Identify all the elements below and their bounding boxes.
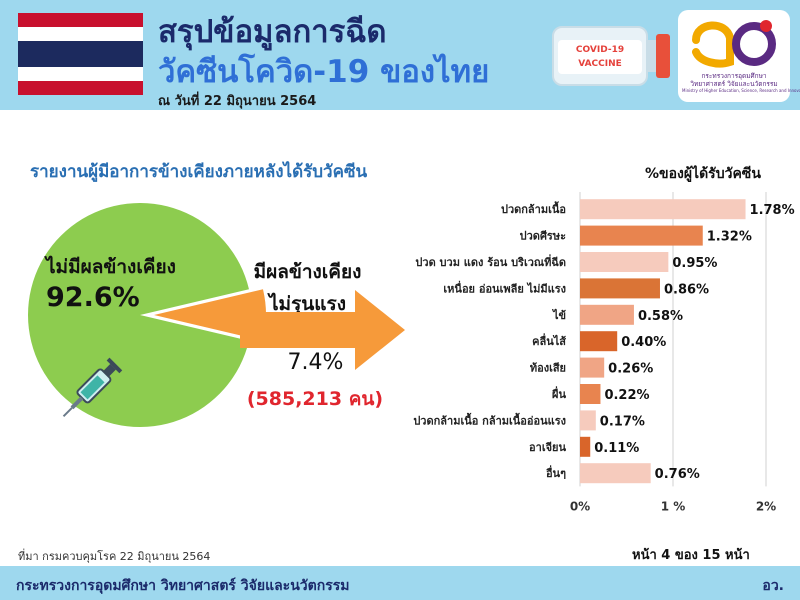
bar: [580, 304, 634, 325]
logo-text-line2: วิทยาศาสตร์ วิจัยและนวัตกรรม: [690, 80, 778, 88]
data-label: 0.22%: [604, 388, 649, 403]
side-effect-pie-chart: [28, 203, 266, 427]
pie-slice-no-side-effect: [28, 203, 249, 427]
logo-text-line1: กระทรวงการอุดมศึกษา: [701, 72, 767, 80]
category-label: คลื่นไส้: [532, 333, 566, 348]
pie-label-no-side-effect: ไม่มีผลข้างเคียง: [46, 256, 176, 278]
bar: [580, 278, 660, 299]
side-effect-label-line2: ไม่รุนแรง: [268, 293, 346, 315]
bar: [580, 410, 596, 431]
bar: [580, 252, 669, 272]
ministry-logo: กระทรวงการอุดมศึกษา วิทยาศาสตร์ วิจัยและ…: [678, 10, 800, 102]
page-title: สรุปข้อมูลการฉีด: [158, 14, 387, 50]
section-subtitle: รายงานผู้มีอาการข้างเคียงภายหลังได้รับวั…: [30, 162, 368, 182]
data-label: 0.26%: [608, 362, 653, 377]
as-of-date: ณ วันที่ 22 มิถุนายน 2564: [158, 94, 317, 109]
x-tick-label: 2%: [756, 499, 776, 513]
data-label: 1.78%: [750, 203, 795, 218]
data-label: 0.95%: [672, 256, 717, 271]
side-effect-percent: 7.4%: [287, 350, 344, 375]
footer-banner: กระทรวงการอุดมศึกษา วิทยาศาสตร์ วิจัยและ…: [0, 566, 800, 600]
category-label: ปวดศีรษะ: [520, 230, 566, 243]
bar: [580, 199, 746, 220]
source-note: ที่มา กรมควบคุมโรค 22 มิถุนายน 2564: [18, 550, 211, 563]
footer-abbr: อว.: [762, 578, 784, 594]
bar: [580, 436, 591, 457]
data-label: 0.86%: [664, 282, 709, 297]
header-banner: สรุปข้อมูลการฉีด วัคซีนโควิด-19 ของไทย ณ…: [0, 0, 800, 110]
bar: [580, 463, 651, 484]
data-label: 0.11%: [594, 441, 639, 456]
x-tick-label: 0%: [570, 499, 590, 513]
right-arrow-icon: [240, 290, 405, 370]
side-effect-count: (585,213 คน): [246, 388, 384, 410]
category-label: อาเจียน: [529, 441, 566, 454]
category-label: ปวดกล้ามเนื้อ กล้ามเนื้ออ่อนแรง: [413, 412, 566, 427]
data-label: 0.58%: [638, 309, 683, 324]
thai-flag-icon: [18, 13, 143, 95]
pie-value-no-side-effect: 92.6%: [46, 282, 140, 313]
data-label: 0.40%: [621, 335, 666, 350]
bar: [580, 331, 618, 352]
side-effect-label: มีผลข้างเคียง ไม่รุนแรง: [240, 256, 375, 320]
bar: [580, 357, 605, 378]
pie-slice-side-effect: [154, 289, 266, 341]
category-label: อื่นๆ: [546, 465, 567, 480]
category-label: ผื่น: [551, 386, 566, 401]
bar-chart-title: %ของผู้ได้รับวัคซีน: [645, 166, 761, 182]
category-label: เหนื่อย อ่อนเพลีย ไม่มีแรง: [443, 280, 566, 295]
side-effect-label-line1: มีผลข้างเคียง: [253, 261, 362, 283]
page-subtitle: วัคซีนโควิด-19 ของไทย: [158, 54, 490, 90]
vial-label-line2: VACCINE: [578, 59, 622, 69]
category-label: ไข้: [551, 308, 566, 322]
side-effect-bar-chart: 0% 1 % 2% ปวดกล้ามเนื้อ 1.78% ปวดศีรษะ 1.32% ปว…: [413, 192, 795, 513]
x-tick-label: 1 %: [661, 499, 686, 513]
vaccine-vial-icon: COVID-19 VACCINE: [552, 26, 670, 86]
bar: [580, 384, 601, 404]
page-indicator: หน้า 4 ของ 15 หน้า: [632, 548, 750, 563]
bar: [580, 225, 703, 246]
vial-label-line1: COVID-19: [575, 45, 625, 55]
ministry-logo-mark-icon: [692, 20, 776, 68]
footer-ministry: กระทรวงการอุดมศึกษา วิทยาศาสตร์ วิจัยและ…: [16, 578, 350, 594]
category-label: ท้องเสีย: [530, 362, 566, 375]
data-label: 0.76%: [655, 467, 700, 482]
syringe-icon: [62, 357, 123, 418]
category-label: ปวด บวม แดง ร้อน บริเวณที่ฉีด: [415, 254, 566, 269]
logo-text-line3: Ministry of Higher Education, Science, R…: [682, 88, 800, 93]
category-label: ปวดกล้ามเนื้อ: [501, 201, 566, 216]
data-label: 1.32%: [707, 230, 752, 245]
data-label: 0.17%: [600, 414, 645, 429]
